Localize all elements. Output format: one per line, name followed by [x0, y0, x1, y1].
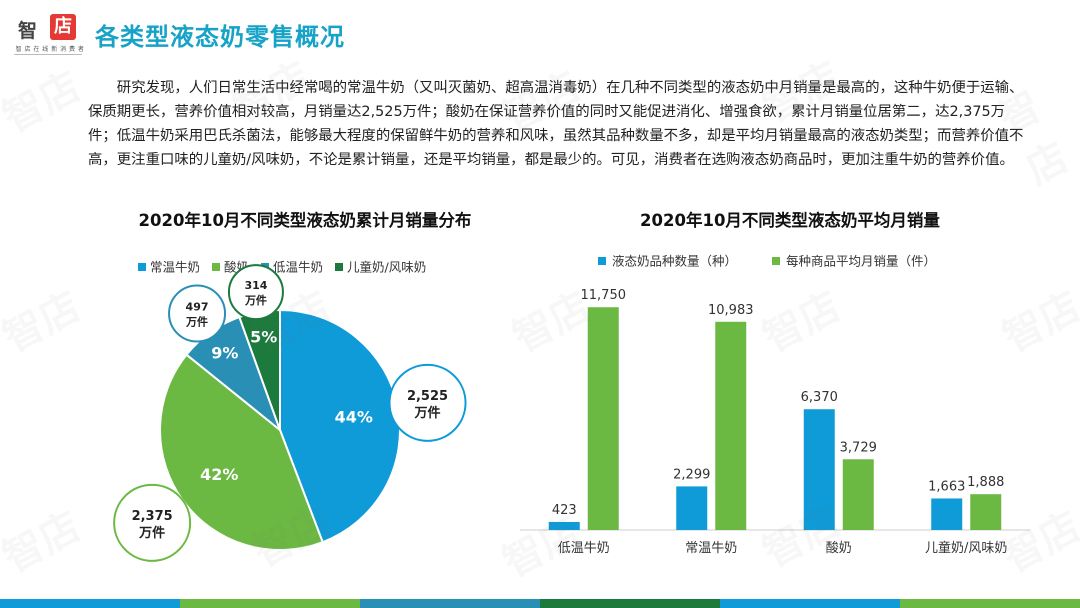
bar-category-label: 酸奶 [826, 541, 852, 556]
bar-legend-label: 每种商品平均月销量（件） [786, 254, 936, 269]
bottom-bar-segment [0, 599, 180, 608]
pie-callout-bubble [168, 284, 227, 343]
pie-callout-unit: 万件 [138, 525, 165, 541]
bar [676, 486, 708, 530]
pie-legend-swatch [212, 263, 220, 271]
bottom-bar-segment [720, 599, 900, 608]
bar-category-label: 常温牛奶 [685, 541, 737, 556]
pie-percent-label: 44% [335, 407, 373, 426]
bottom-color-bar [0, 599, 1080, 608]
bar-legend-swatch [598, 257, 606, 265]
pie-percent-label: 42% [200, 465, 238, 484]
bar-category-label: 儿童奶/风味奶 [925, 540, 1007, 556]
watermark-text: 智店 [0, 283, 88, 362]
pie-callout-unit: 万件 [185, 315, 208, 329]
bar-value-label: 1,888 [967, 475, 1004, 490]
bar-legend-label: 液态奶品种数量（种） [612, 254, 737, 269]
bar-category-label: 低温牛奶 [558, 541, 610, 556]
bar-value-label: 3,729 [840, 440, 877, 455]
bar [931, 498, 963, 530]
pie-percent-label: 9% [211, 344, 238, 363]
bar [548, 521, 580, 530]
bar [715, 321, 747, 530]
bottom-bar-segment [180, 599, 360, 608]
pie-chart: 常温牛奶 酸奶 低温牛奶 儿童奶/风味奶44%2,525万件42%2,375万件9%4… [113, 260, 467, 562]
pie-percent-label: 5% [250, 327, 277, 346]
page-title: 各类型液态奶零售概况 [95, 23, 345, 51]
bar-value-label: 1,663 [928, 479, 965, 494]
pie-callout-value: 2,375 [132, 509, 173, 524]
logo-divider [14, 54, 82, 55]
bottom-bar-segment [900, 599, 1080, 608]
watermark-text: 智店 [0, 503, 88, 582]
bar [970, 494, 1002, 530]
pie-callout-unit: 万件 [414, 405, 441, 421]
intro-paragraph: 研究发现，人们日常生活中经常喝的常温牛奶（又叫灭菌奶、超高温消毒奶）在几种不同类… [88, 80, 1024, 168]
bar-value-label: 2,299 [673, 467, 710, 482]
pie-legend-label: 儿童奶/风味奶 [347, 260, 426, 275]
pie-callout-bubble [388, 363, 467, 442]
watermark-text: 智店 [0, 63, 88, 142]
bar [803, 409, 835, 530]
pie-callout-value: 314 [244, 279, 267, 292]
pie-legend-swatch [335, 263, 343, 271]
pie-legend-swatch [138, 263, 146, 271]
bar-value-label: 423 [552, 503, 577, 518]
bar-legend-swatch [772, 257, 780, 265]
bar-chart-title: 2020年10月不同类型液态奶平均月销量 [640, 211, 940, 230]
bar [842, 459, 874, 530]
bar-value-label: 11,750 [581, 288, 627, 303]
pie-callout-unit: 万件 [244, 293, 267, 307]
brand-logo: 智 店 智 店 在 线 新 消 费 者 [10, 10, 86, 62]
logo-char-dian: 店 [50, 14, 76, 40]
pie-chart-title: 2020年10月不同类型液态奶累计月销量分布 [138, 211, 472, 230]
bottom-bar-segment [540, 599, 720, 608]
bar-value-label: 6,370 [801, 390, 838, 405]
pie-callout-value: 497 [186, 301, 209, 314]
bar-value-label: 10,983 [708, 303, 754, 318]
logo-tagline: 智 店 在 线 新 消 费 者 [15, 46, 85, 53]
pie-legend-label: 常温牛奶 [150, 260, 200, 275]
logo-char-zhi: 智 [18, 20, 38, 42]
pie-callout-bubble [227, 264, 284, 321]
pie-callout-value: 2,525 [407, 389, 448, 404]
bar-chart: 液态奶品种数量（种） 每种商品平均月销量（件） 423 11,750 低温牛奶 2,299… [520, 254, 1030, 556]
bottom-bar-segment [360, 599, 540, 608]
pie-legend-label: 低温牛奶 [273, 260, 323, 275]
pie-callout-bubble [113, 483, 192, 562]
bar [587, 307, 619, 530]
